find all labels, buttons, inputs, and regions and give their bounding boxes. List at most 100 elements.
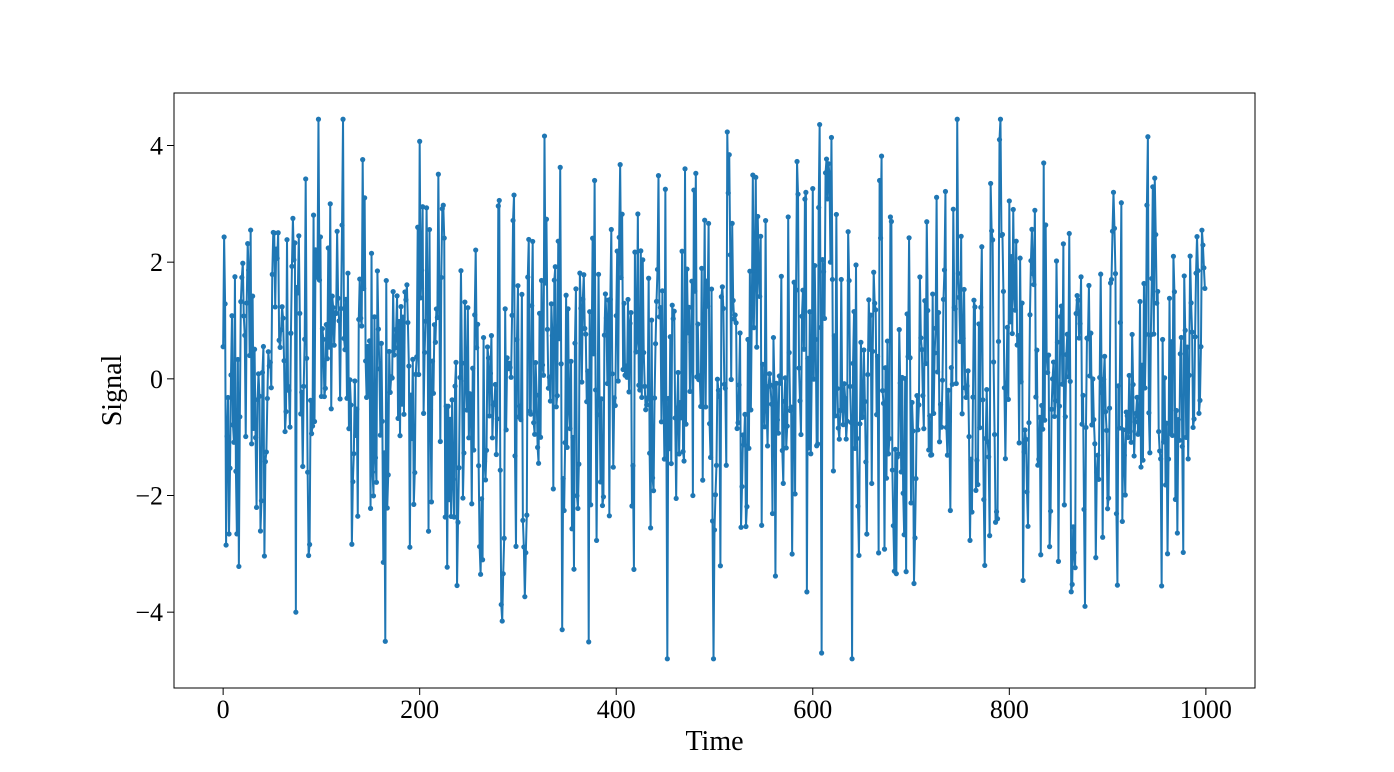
data-point [616, 234, 622, 240]
data-point [934, 369, 941, 375]
x-axis-label: Time [685, 726, 743, 757]
data-point [808, 451, 814, 457]
data-point [913, 475, 919, 482]
data-point [315, 116, 322, 122]
data-point [763, 404, 770, 410]
data-point [870, 348, 876, 354]
data-point [561, 507, 567, 514]
data-point [579, 379, 585, 385]
data-point [355, 513, 361, 519]
data-point [883, 475, 890, 481]
data-point [223, 542, 229, 548]
data-point [433, 306, 439, 312]
data-point [251, 346, 258, 352]
data-point [1038, 552, 1044, 558]
data-point [942, 188, 949, 195]
data-point [379, 418, 385, 424]
data-point [984, 386, 990, 393]
data-point [636, 382, 642, 388]
data-point [689, 278, 695, 284]
data-point [1041, 160, 1047, 166]
data-point [766, 371, 773, 377]
data-point [257, 528, 264, 534]
data-point [846, 277, 852, 284]
data-point [322, 385, 328, 391]
data-point [968, 456, 974, 462]
data-point [667, 334, 673, 340]
data-point [759, 522, 765, 528]
y-tick-label: −2 [135, 482, 163, 511]
data-point [396, 318, 402, 325]
data-point [431, 322, 438, 328]
data-point [554, 393, 560, 399]
data-point [949, 381, 955, 387]
data-point [1096, 476, 1102, 482]
data-point [295, 290, 301, 296]
data-point [385, 472, 391, 478]
data-point [559, 627, 565, 633]
data-point [665, 395, 671, 402]
data-point [647, 450, 653, 456]
data-point [482, 477, 489, 483]
data-point [512, 453, 518, 459]
data-point [395, 415, 401, 421]
data-point [858, 339, 864, 345]
data-point [672, 415, 678, 421]
data-point [620, 366, 626, 373]
data-point [650, 488, 657, 494]
data-point [371, 314, 378, 320]
data-point [959, 411, 965, 417]
data-point [941, 267, 948, 273]
data-point [907, 355, 913, 361]
data-point [283, 409, 289, 415]
data-point [686, 304, 692, 310]
data-point [639, 394, 645, 401]
data-point [338, 305, 344, 312]
data-point [293, 609, 299, 615]
data-point [530, 238, 536, 245]
data-point [906, 235, 912, 241]
data-point [1162, 482, 1169, 488]
data-point [988, 180, 994, 187]
data-point [536, 310, 543, 316]
data-point [538, 277, 545, 284]
data-point [767, 382, 774, 388]
data-point [1121, 452, 1127, 458]
data-point [529, 303, 535, 309]
data-point [1201, 265, 1207, 271]
data-point [645, 395, 651, 401]
data-point [239, 274, 245, 281]
data-point [444, 564, 450, 570]
data-point [699, 265, 705, 271]
data-point [585, 368, 591, 374]
data-point [1177, 351, 1183, 357]
data-point [657, 305, 664, 311]
data-point [926, 447, 932, 453]
data-point [469, 501, 475, 507]
data-point [712, 492, 719, 498]
data-point [663, 423, 669, 429]
data-point [633, 349, 639, 355]
data-point [427, 407, 434, 413]
data-point [789, 551, 795, 557]
data-point [1175, 416, 1181, 423]
data-point [268, 385, 274, 391]
data-point [1108, 276, 1115, 283]
data-point [971, 297, 977, 303]
y-axis-label: Signal [97, 355, 128, 427]
data-point [1050, 359, 1057, 365]
data-point [817, 121, 823, 128]
data-point [321, 393, 327, 400]
data-point [718, 294, 724, 300]
data-point [704, 278, 710, 284]
data-point [748, 407, 754, 413]
data-point [298, 411, 304, 417]
data-point [1047, 508, 1054, 514]
data-point [796, 365, 802, 371]
data-point [1101, 376, 1107, 382]
data-point [612, 402, 618, 409]
data-point [807, 309, 813, 315]
data-point [401, 411, 407, 417]
data-point [871, 269, 877, 275]
